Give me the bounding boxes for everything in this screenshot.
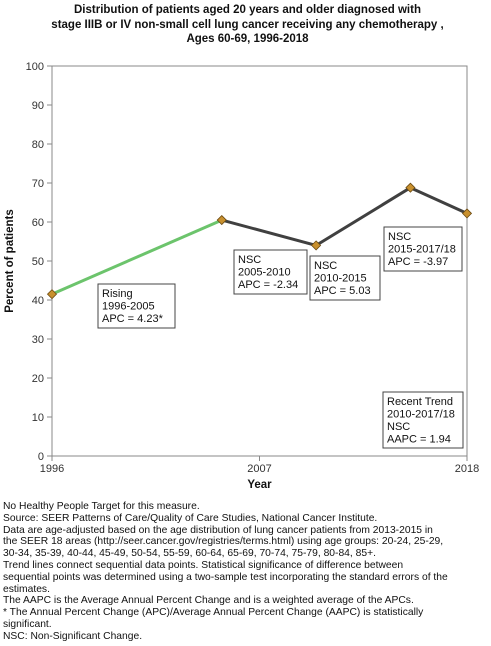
- annotation-text: NSC: [388, 231, 411, 243]
- trend-line: [51, 218, 223, 296]
- y-tick-label: 80: [32, 139, 44, 151]
- footnote-line: NSC: Non-Significant Change.: [3, 630, 143, 642]
- line-chart: 0 10 20 30 40 50 60 70 80 90 100 1996 2007 2018 Year Pe…: [4, 61, 479, 491]
- annotation-text: AAPC = 1.94: [387, 434, 451, 446]
- footnote-line: the SEER 18 areas (http://seer.cancer.go…: [3, 536, 444, 548]
- data-point-marker: [461, 208, 473, 219]
- annotation-box: [383, 226, 463, 272]
- y-axis-label: Percent of patients: [4, 209, 16, 313]
- footnote-line: * The Annual Percent Change (APC)/Averag…: [3, 607, 424, 619]
- annotation-text: 2010-2015: [314, 273, 367, 285]
- annotation-text: NSC: [387, 421, 410, 433]
- annotation-text: Recent Trend: [387, 396, 453, 408]
- data-point-marker: [46, 289, 58, 300]
- annotation-text: APC = -2.34: [238, 279, 298, 291]
- footnote-line: 30-34, 35-39, 40-44, 45-49, 50-54, 55-59…: [3, 548, 376, 560]
- y-tick-label: 90: [32, 100, 44, 112]
- annotation-text: 2005-2010: [238, 267, 291, 279]
- annotation-text: Rising: [102, 288, 133, 300]
- y-tick-label: 40: [32, 295, 44, 307]
- chart-title: Distribution of patients aged 20 years a…: [20, 3, 475, 47]
- annotation-text: NSC: [314, 260, 337, 272]
- data-point-marker: [405, 182, 416, 193]
- y-tick-label: 20: [32, 373, 44, 385]
- data-point-marker: [216, 214, 227, 226]
- footnote-line: sequential points was determined using a…: [3, 571, 448, 583]
- title-line: stage IIIB or IV non-small cell lung can…: [51, 18, 444, 31]
- x-tick-label: 1996: [40, 463, 64, 475]
- annotation-text: APC = 5.03: [314, 285, 371, 297]
- y-tick-label: 100: [26, 61, 44, 73]
- trend-line: [221, 186, 468, 247]
- y-tick-label: 50: [32, 256, 44, 268]
- data-point-marker: [311, 240, 322, 251]
- footnote-line: Source: SEER Patterns of Care/Quality of…: [3, 512, 378, 524]
- annotation-text: 2010-2017/18: [387, 409, 455, 421]
- y-tick-label: 70: [32, 178, 44, 190]
- x-axis-label: Year: [247, 479, 272, 491]
- annotation-box: [309, 255, 381, 301]
- annotation-text: NSC: [238, 254, 261, 266]
- annotation-text: 1996-2005: [102, 301, 155, 313]
- annotation-text: 2015-2017/18: [388, 244, 456, 256]
- annotation-box: [233, 249, 308, 295]
- x-tick-label: 2007: [247, 463, 271, 475]
- annotation-box: [382, 391, 464, 449]
- footnote-line: estimates.: [3, 583, 50, 595]
- annotation-text: APC = 4.23*: [102, 313, 164, 325]
- title-line: Distribution of patients aged 20 years a…: [74, 4, 421, 16]
- x-tick-label: 2018: [455, 463, 479, 475]
- footnote-line: No Healthy People Target for this measur…: [3, 501, 200, 512]
- y-tick-label: 0: [38, 451, 44, 463]
- y-tick-label: 10: [32, 412, 44, 424]
- footnote-line: Data are age-adjusted based on the age d…: [3, 524, 433, 536]
- y-tick-label: 60: [32, 217, 44, 229]
- title-line: Ages 60-69, 1996-2018: [186, 33, 309, 45]
- footnotes: No Healthy People Target for this measur…: [3, 501, 489, 643]
- y-tick-label: 30: [32, 334, 44, 346]
- footnote-line: Trend lines connect sequential data poin…: [3, 559, 404, 571]
- annotation-text: APC = -3.97: [388, 256, 448, 268]
- footnote-line: The AAPC is the Average Annual Percent C…: [3, 595, 414, 607]
- footnote-line: significant.: [3, 618, 52, 630]
- annotation-box: [97, 283, 176, 329]
